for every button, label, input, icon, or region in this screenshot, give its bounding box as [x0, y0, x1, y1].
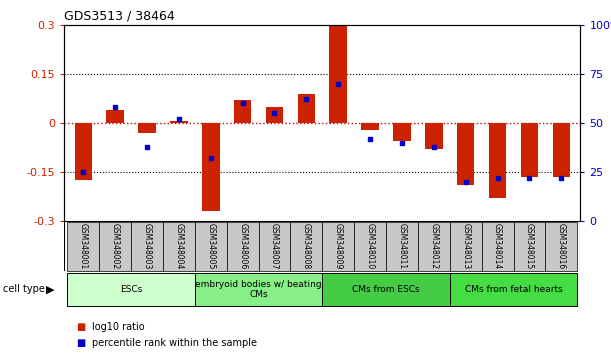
Text: GSM348012: GSM348012 — [430, 223, 438, 269]
Bar — [457, 123, 475, 185]
Bar — [552, 123, 570, 177]
Text: cell type: cell type — [3, 284, 45, 295]
Bar — [521, 123, 538, 177]
Text: GSM348006: GSM348006 — [238, 223, 247, 270]
Bar — [170, 121, 188, 123]
Bar — [138, 123, 156, 133]
Bar — [489, 123, 507, 198]
Text: ■: ■ — [76, 338, 86, 348]
Text: ▶: ▶ — [46, 284, 55, 295]
Bar — [131, 222, 163, 271]
Bar — [258, 222, 290, 271]
Text: GSM348007: GSM348007 — [270, 223, 279, 270]
Bar — [546, 222, 577, 271]
Bar — [202, 123, 219, 211]
Bar — [323, 222, 354, 271]
Bar — [106, 110, 124, 123]
Bar — [329, 27, 347, 123]
Bar — [354, 222, 386, 271]
Bar — [99, 222, 131, 271]
Text: GSM348005: GSM348005 — [207, 223, 215, 270]
Text: CMs from fetal hearts: CMs from fetal hearts — [464, 285, 562, 294]
Text: GSM348011: GSM348011 — [398, 223, 406, 269]
Text: GDS3513 / 38464: GDS3513 / 38464 — [64, 9, 175, 22]
Bar — [425, 123, 442, 149]
Bar — [481, 222, 513, 271]
Bar — [418, 222, 450, 271]
Text: GSM348010: GSM348010 — [365, 223, 375, 269]
Bar — [75, 123, 92, 180]
Bar — [513, 222, 546, 271]
Text: CMs from ESCs: CMs from ESCs — [352, 285, 420, 294]
Bar — [386, 222, 418, 271]
Text: GSM348003: GSM348003 — [142, 223, 152, 270]
Bar — [266, 107, 284, 123]
Text: GSM348014: GSM348014 — [493, 223, 502, 269]
Text: embryoid bodies w/ beating
CMs: embryoid bodies w/ beating CMs — [196, 280, 322, 299]
Text: GSM348009: GSM348009 — [334, 223, 343, 270]
Text: GSM348001: GSM348001 — [79, 223, 88, 269]
Text: GSM348008: GSM348008 — [302, 223, 311, 269]
Text: GSM348004: GSM348004 — [174, 223, 183, 270]
Bar — [227, 222, 258, 271]
Text: GSM348016: GSM348016 — [557, 223, 566, 269]
Bar — [163, 222, 195, 271]
Bar — [450, 273, 577, 306]
Bar — [361, 123, 379, 130]
Text: ESCs: ESCs — [120, 285, 142, 294]
Bar — [67, 222, 99, 271]
Bar — [195, 222, 227, 271]
Text: GSM348013: GSM348013 — [461, 223, 470, 269]
Bar — [67, 273, 195, 306]
Bar — [393, 123, 411, 141]
Bar — [323, 273, 450, 306]
Bar — [234, 100, 251, 123]
Text: GSM348002: GSM348002 — [111, 223, 120, 269]
Bar — [298, 93, 315, 123]
Text: percentile rank within the sample: percentile rank within the sample — [92, 338, 257, 348]
Bar — [195, 273, 323, 306]
Bar — [290, 222, 323, 271]
Text: log10 ratio: log10 ratio — [92, 322, 144, 332]
Text: GSM348015: GSM348015 — [525, 223, 534, 269]
Text: ■: ■ — [76, 322, 86, 332]
Bar — [450, 222, 481, 271]
